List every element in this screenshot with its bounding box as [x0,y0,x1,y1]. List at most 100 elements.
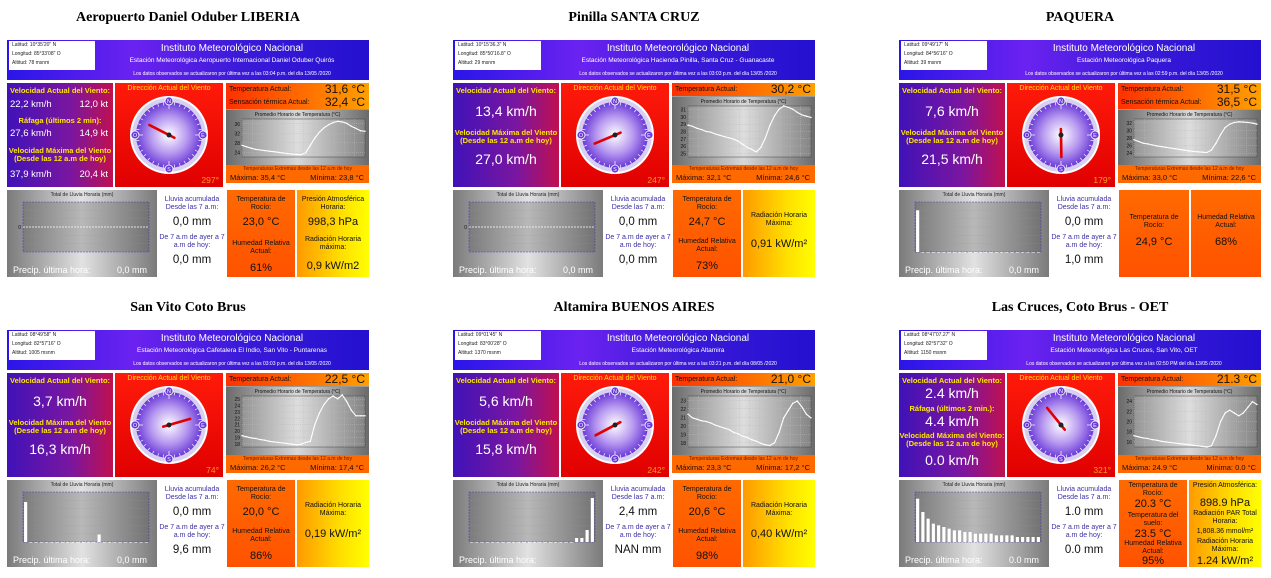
rain-bar [968,252,972,253]
rain-bar [916,210,920,252]
coordinate-line: Longitud: 82°57'16" O [12,341,61,347]
update-time: Los datos observados se actualizaron por… [133,71,331,77]
rain-bar [931,252,935,253]
temperature-point [782,417,785,419]
wind-direction-title: Dirección Actual del Viento [573,375,657,382]
wind-max-label: Velocidad Máxima del Viento: [899,431,1005,440]
station-header: Latitud: 08°49'58" N Longitud: 82°57'16" … [7,330,369,370]
wind-current-label: Velocidad Actual del Viento: [456,376,557,385]
extreme-max: Máxima: 33,0 °C [1122,173,1178,182]
temperature-series-line [1133,400,1258,448]
wind-direction-degrees: 297° [201,175,219,185]
temperature-point [792,402,794,404]
wind-direction-degrees: 247° [647,175,665,185]
temperature-current-value: 31,5 °C [1216,83,1257,96]
compass-cardinal [1090,130,1100,140]
rain-bar [958,252,962,253]
temperature-current-row: Temperatura Actual: 21,0 °C [672,373,815,386]
pressure-radiation-panel: Radiación Horaria Máxima: 0,91 kW/m² [743,190,815,277]
temperature-point [782,105,785,107]
pressure-label: Presión Atmosférica Horaria: [301,196,365,211]
rain-bar [92,542,96,543]
rain-bar [947,252,951,253]
temperature-tick-label: 22 [1126,409,1132,415]
compass-cardinal-label: N [613,99,617,105]
compass-cardinal-label: S [167,457,171,463]
update-time: Los datos observados se actualizaron por… [579,361,777,367]
compass-cardinal-label: N [167,389,171,395]
accumulated-yesterday-label: De 7 a.m de ayer a 7 a.m de hoy: [159,234,225,249]
temperature-point [723,427,726,429]
temperature-point [1133,434,1135,437]
temperature-point [796,400,799,402]
gust-value: 4.4 km/h [925,413,979,429]
temperature-chart: Promedio Horario de Temperatura (°C) 2524… [234,389,366,448]
compass-cardinal-label: O [1025,423,1030,429]
compass-cardinal [576,420,586,430]
temperature-tick-label: 27 [680,137,686,143]
temperature-point [259,149,261,151]
temperature-point [1224,126,1226,129]
temperature-point [1151,438,1153,441]
wind-direction-degrees: 321° [1093,465,1111,475]
rain-bar [475,542,479,543]
extreme-min: Mínima: 17,2 °C [756,463,810,472]
temperature-point [268,440,271,443]
institute-title: Instituto Meteorológico Nacional [606,43,750,54]
temperature-point [1146,143,1149,145]
coordinate-line: Latitud: 09°01'45" N [458,332,503,338]
temperature-point [737,140,739,142]
accumulated-yesterday-value: NAN mm [614,544,662,556]
radiation-value: 1.24 kW/m² [1196,555,1254,567]
temperature-point [1197,151,1199,153]
rain-chart-title: Total de Lluvia Horaria (mm) [942,192,1006,198]
temperature-chart: Promedio Horario de Temperatura (°C) 3130… [680,99,812,157]
temperature-point [741,435,744,437]
temperature-point [1228,409,1231,411]
rain-bar [501,542,505,543]
temperature-point [241,144,243,147]
wind-max-sub: (Desde las 12 a.m de hoy) [906,136,998,145]
dew-value: 24,7 °C [688,216,726,228]
coordinate-line: Longitud: 83°00'28" O [458,341,507,347]
temperature-point [300,153,302,156]
temperature-tick-label: 20 [234,429,240,435]
temperature-point [327,124,330,126]
rain-bar [1015,537,1019,542]
station-cell: Las Cruces, Coto Brus - OET Latitud: 08°4… [899,300,1261,578]
rain-bar [984,533,988,542]
extremes-label: Temperaturas Extremas desde las 12 a.m d… [243,166,352,172]
rain-chart [22,491,150,543]
station-header: Latitud: 10°35'20" N Longitud: 85°33'08" … [7,40,369,80]
rain-bar [1036,252,1040,253]
temperature-current-value: 31,6 °C [324,83,365,96]
temperature-point [714,133,717,135]
temperature-current-label: Temperatura Actual: [1121,86,1184,93]
rain-bar [55,542,59,543]
rain-chart-title: Total de Lluvia Horaria (mm) [50,482,114,488]
wind-max-sub: (Desde las 12 a.m de hoy) [460,136,552,145]
humidity-value: 95% [1141,555,1165,567]
rain-bar [590,498,594,542]
temperature-tick-label: 21 [234,423,240,429]
wind-max-sub: (Desde las 12 a.m de hoy) [14,154,106,163]
rain-bar [569,542,573,543]
rain-panel: Total de Lluvia Horaria (mm) 0 Precip. últ… [7,190,157,277]
temperature-point [1151,144,1153,146]
radiation-label: Radiación Horaria máxima: [304,236,362,251]
temperature-series-line [1133,121,1258,154]
rain-bar [81,542,85,543]
humidity-label: Humedad Relativa Actual: [1124,540,1182,555]
rain-chart [468,491,596,543]
temperature-current-row: Temperatura Actual: 30,2 °C [672,83,815,96]
wind-max-kmh: 37,9 km/h [10,169,52,180]
rain-last-label: Precip. última hora: [459,555,537,565]
sensation-label: Sensación térmica Actual: [229,99,310,106]
temperature-point [305,441,307,444]
station-header: Latitud: 10°15'36.3" N Longitud: 85°50'16… [453,40,815,80]
temperature-point [687,413,689,415]
wind-panel: Velocidad Actual del Viento: 7,6 km/h Velo… [899,83,1005,187]
coordinate-line: Longitud: 85°50'16.8" O [458,51,511,57]
temperature-current-label: Temperatura Actual: [675,376,738,383]
extreme-max: Máxima: 23,3 °C [676,463,732,472]
